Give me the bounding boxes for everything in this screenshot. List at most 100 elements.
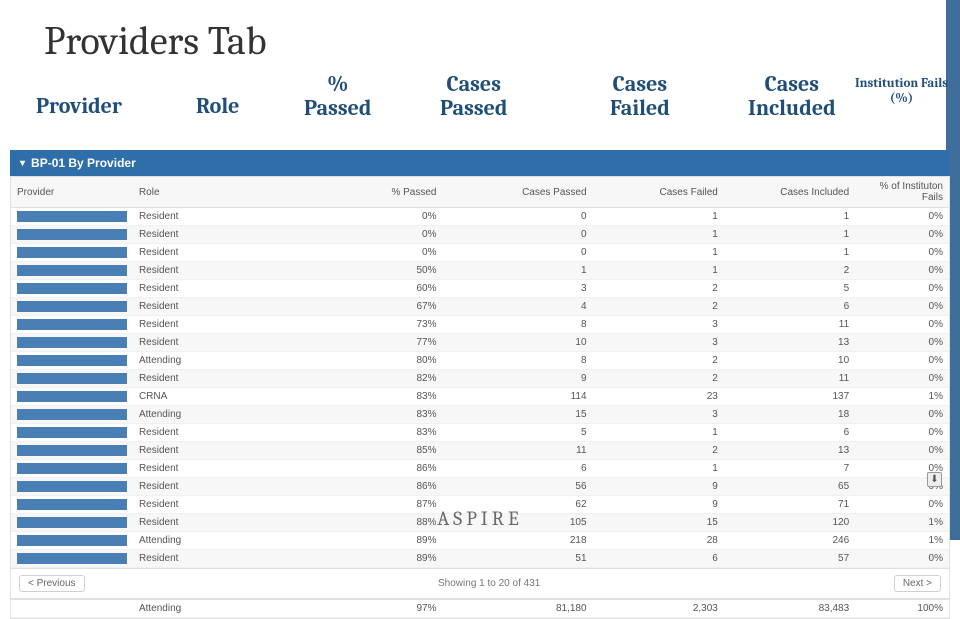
redacted-provider — [17, 409, 127, 420]
table-row[interactable]: Resident50%1120% — [11, 262, 949, 280]
cell-pct_passed: 86% — [236, 460, 442, 478]
cell-role: Resident — [133, 316, 236, 334]
cell-passed: 0 — [442, 208, 592, 226]
cell-included: 65 — [724, 478, 855, 496]
table-header-cell[interactable]: Cases Failed — [593, 177, 724, 208]
cell-passed: 11 — [442, 442, 592, 460]
table-row[interactable]: Resident85%112130% — [11, 442, 949, 460]
cell-included: 18 — [724, 406, 855, 424]
cell-passed: 6 — [442, 460, 592, 478]
redacted-provider — [17, 211, 127, 222]
provider-cell — [11, 424, 133, 442]
table-header-cell[interactable]: % Passed — [236, 177, 442, 208]
cell-included: 6 — [724, 298, 855, 316]
cell-passed: 15 — [442, 406, 592, 424]
cell-role: Resident — [133, 442, 236, 460]
redacted-provider — [17, 553, 127, 564]
cell-inst_fails: 0% — [855, 262, 949, 280]
cell-pct_passed: 50% — [236, 262, 442, 280]
table-row[interactable]: Attending80%82100% — [11, 352, 949, 370]
table-row[interactable]: Resident86%569650% — [11, 478, 949, 496]
cell-role: Attending — [133, 406, 236, 424]
cell-role: Resident — [133, 226, 236, 244]
redacted-provider — [17, 535, 127, 546]
panel-body: ProviderRole% PassedCases PassedCases Fa… — [10, 176, 950, 619]
cell-role: Resident — [133, 460, 236, 478]
provider-cell — [11, 388, 133, 406]
download-icon[interactable]: ⬇ — [927, 472, 942, 487]
table-row[interactable]: Resident77%103130% — [11, 334, 949, 352]
cell-included: 11 — [724, 316, 855, 334]
cell-pct_passed: 77% — [236, 334, 442, 352]
cell-inst_fails: 0% — [855, 550, 949, 568]
redacted-provider — [17, 301, 127, 312]
cell-failed: 9 — [593, 478, 724, 496]
table-row[interactable]: Resident89%516570% — [11, 550, 949, 568]
cell-inst_fails: 0% — [855, 352, 949, 370]
table-header-cell[interactable]: Role — [133, 177, 236, 208]
cell-role: CRNA — [133, 388, 236, 406]
cell-pct_passed: 86% — [236, 478, 442, 496]
cell-included: 57 — [724, 550, 855, 568]
provider-cell — [11, 406, 133, 424]
cell-role: Resident — [133, 298, 236, 316]
table-header-cell[interactable]: Cases Passed — [442, 177, 592, 208]
redacted-provider — [17, 427, 127, 438]
pager-status: Showing 1 to 20 of 431 — [438, 578, 540, 589]
table-row[interactable]: Attending89%218282461% — [11, 532, 949, 550]
cell-role: Resident — [133, 478, 236, 496]
cell-role: Resident — [133, 280, 236, 298]
cell-passed: 10 — [442, 334, 592, 352]
panel-header[interactable]: ▾ BP-01 By Provider — [10, 150, 950, 176]
table-row[interactable]: Attending83%153180% — [11, 406, 949, 424]
table-row[interactable]: Resident73%83110% — [11, 316, 949, 334]
redacted-provider — [17, 391, 127, 402]
table-row[interactable]: Resident0%0110% — [11, 226, 949, 244]
summary-cases-failed: 2,303 — [593, 599, 724, 618]
summary-pct-passed: 97% — [236, 599, 442, 618]
redacted-provider — [17, 229, 127, 240]
cell-passed: 218 — [442, 532, 592, 550]
column-label: Institution Fails (%) — [855, 76, 948, 106]
cell-passed: 0 — [442, 244, 592, 262]
cell-pct_passed: 60% — [236, 280, 442, 298]
cell-inst_fails: 0% — [855, 370, 949, 388]
cell-failed: 3 — [593, 334, 724, 352]
cell-passed: 114 — [442, 388, 592, 406]
provider-cell — [11, 352, 133, 370]
slide-title: Providers Tab — [0, 0, 960, 72]
cell-failed: 3 — [593, 316, 724, 334]
cell-inst_fails: 0% — [855, 406, 949, 424]
cell-pct_passed: 80% — [236, 352, 442, 370]
cell-role: Resident — [133, 244, 236, 262]
cell-failed: 3 — [593, 406, 724, 424]
table-row[interactable]: Resident86%6170% — [11, 460, 949, 478]
table-row[interactable]: Resident0%0110% — [11, 244, 949, 262]
table-header-cell[interactable]: % of Instituton Fails — [855, 177, 949, 208]
provider-cell — [11, 244, 133, 262]
provider-cell — [11, 460, 133, 478]
table-row[interactable]: Resident82%92110% — [11, 370, 949, 388]
cell-failed: 1 — [593, 460, 724, 478]
provider-cell — [11, 550, 133, 568]
next-button[interactable]: Next > — [894, 575, 941, 592]
table-row[interactable]: CRNA83%114231371% — [11, 388, 949, 406]
collapse-icon: ▾ — [20, 158, 25, 169]
cell-passed: 8 — [442, 352, 592, 370]
cell-included: 7 — [724, 460, 855, 478]
prev-button[interactable]: < Previous — [19, 575, 85, 592]
redacted-provider — [17, 355, 127, 366]
table-header-cell[interactable]: Cases Included — [724, 177, 855, 208]
provider-cell — [11, 208, 133, 226]
table-row[interactable]: Resident0%0110% — [11, 208, 949, 226]
table-row[interactable]: Resident83%5160% — [11, 424, 949, 442]
column-label: Role — [196, 94, 239, 118]
provider-cell — [11, 478, 133, 496]
table-row[interactable]: Resident60%3250% — [11, 280, 949, 298]
column-label: Cases Passed — [440, 72, 507, 120]
table-header-cell[interactable]: Provider — [11, 177, 133, 208]
panel-title: BP-01 By Provider — [31, 156, 136, 170]
cell-role: Attending — [133, 352, 236, 370]
cell-included: 2 — [724, 262, 855, 280]
table-row[interactable]: Resident67%4260% — [11, 298, 949, 316]
